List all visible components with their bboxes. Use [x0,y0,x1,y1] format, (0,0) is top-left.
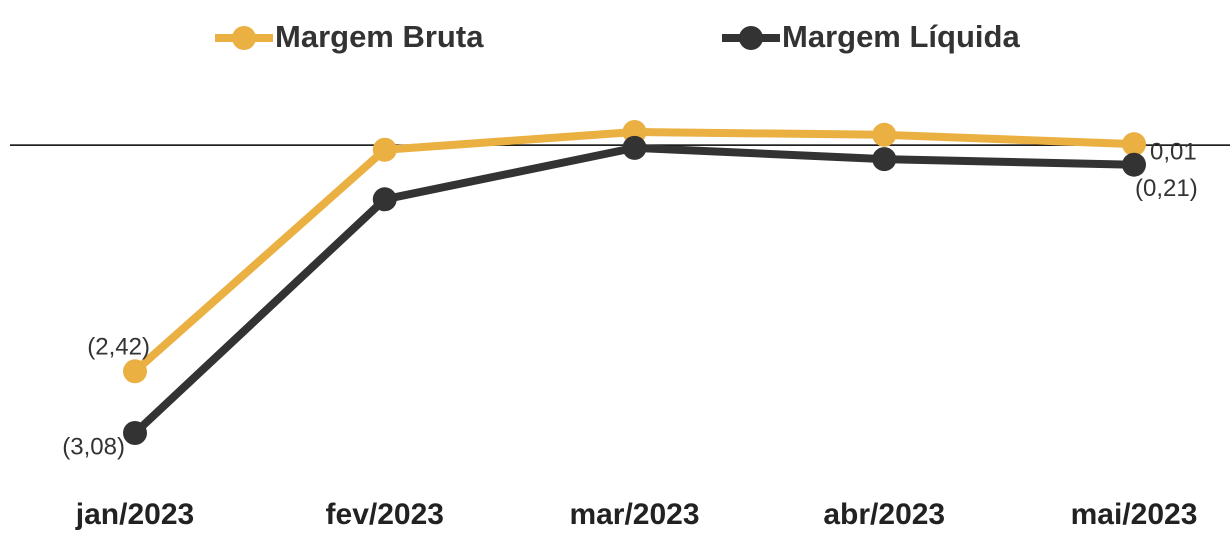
data-point [123,359,147,384]
legend-dot [232,26,256,50]
data-point [872,147,897,172]
legend-label: Margem Bruta [275,19,484,54]
x-tick-label: mar/2023 [569,498,699,531]
data-point [1122,132,1146,157]
value-label: (2,42) [87,334,150,361]
x-tick-label: abr/2023 [823,498,945,531]
x-tick-label: jan/2023 [75,498,194,531]
value-label: (0,21) [1135,175,1198,202]
data-point [622,135,647,160]
data-point [372,137,397,162]
series-line [132,143,1135,436]
data-point [372,187,397,212]
legend-label: Margem Líquida [782,19,1020,54]
series-line [132,128,1135,375]
data-point [1122,152,1146,177]
data-point [123,421,147,445]
x-tick-label: mai/2023 [1071,498,1198,531]
x-tick-label: fev/2023 [326,498,444,531]
data-point [872,122,897,147]
legend-dot [739,26,763,50]
value-label: 0,01 [1150,138,1197,165]
value-label: (3,08) [62,433,125,460]
